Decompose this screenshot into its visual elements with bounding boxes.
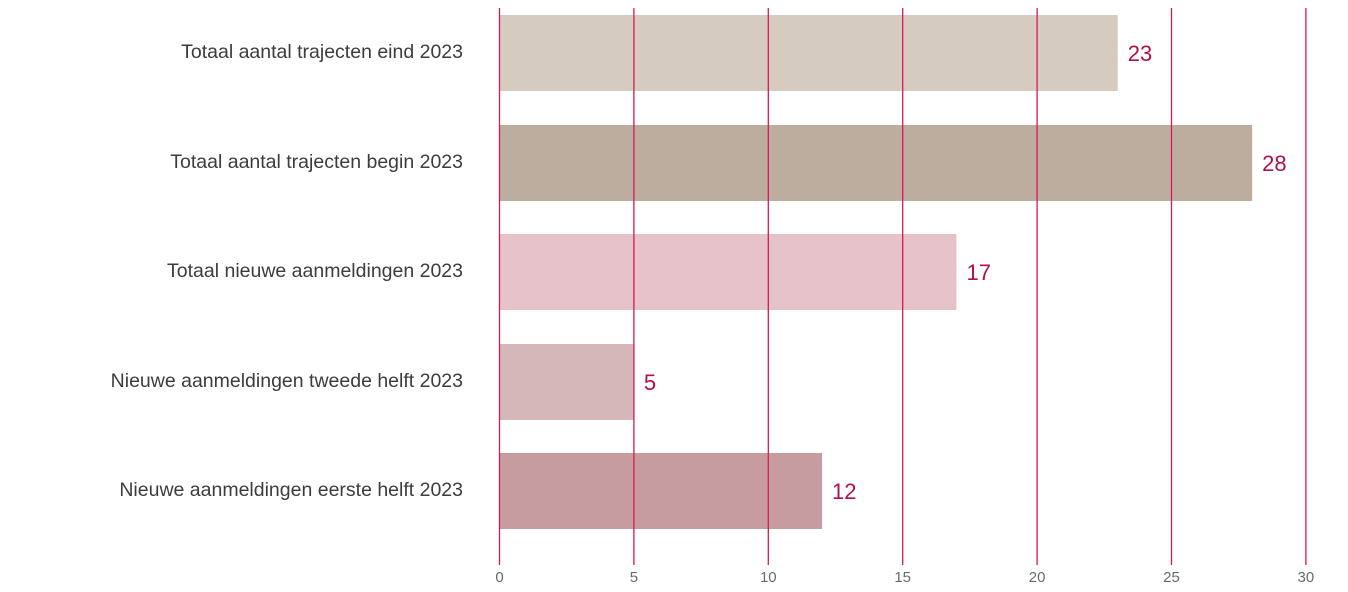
bar [499, 125, 1253, 201]
bar [499, 453, 823, 529]
value-labels: 23 28 17 5 12 [644, 41, 1287, 504]
gridlines [498, 8, 1307, 565]
x-tick-label: 5 [630, 569, 638, 586]
value-label: 5 [644, 370, 656, 395]
x-tick-label: 0 [495, 569, 503, 586]
value-label: 28 [1262, 151, 1286, 176]
value-label: 23 [1128, 41, 1152, 66]
x-tick-label: 20 [1029, 569, 1046, 586]
x-tick-label: 10 [760, 569, 777, 586]
bar [499, 344, 634, 420]
x-tick-label: 30 [1298, 569, 1315, 586]
category-label: Totaal aantal trajecten eind 2023 [181, 41, 463, 63]
x-tick-label: 25 [1163, 569, 1180, 586]
category-label: Nieuwe aanmeldingen eerste helft 2023 [119, 479, 463, 501]
category-label: Totaal aantal trajecten begin 2023 [170, 151, 463, 173]
bar [499, 15, 1118, 91]
value-label: 12 [832, 479, 856, 504]
x-axis-ticks: 0 5 10 15 20 25 30 [495, 569, 1314, 586]
bars [499, 15, 1253, 529]
value-label: 17 [966, 260, 990, 285]
bar [499, 234, 957, 310]
category-labels: Totaal aantal trajecten eind 2023 Totaal … [111, 41, 463, 501]
category-label: Nieuwe aanmeldingen tweede helft 2023 [111, 370, 463, 392]
x-tick-label: 15 [894, 569, 911, 586]
category-label: Totaal nieuwe aanmeldingen 2023 [167, 260, 463, 282]
